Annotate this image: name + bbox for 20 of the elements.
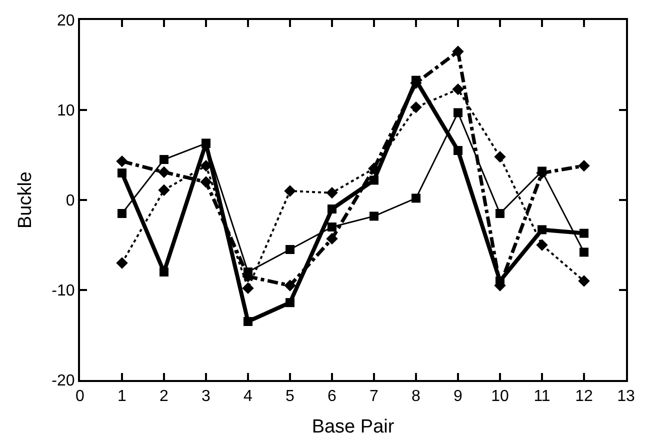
x-tick-label: 5	[286, 388, 295, 406]
y-tick-label: 20	[57, 12, 75, 30]
y-tick-label: -10	[52, 282, 75, 300]
x-tick-label: 1	[118, 388, 127, 406]
x-tick-label: 6	[328, 388, 337, 406]
y-tick-label: 0	[66, 192, 75, 210]
x-tick-label: 10	[491, 388, 509, 406]
x-tick-label: 4	[244, 388, 253, 406]
y-axis-title: Buckle	[15, 171, 36, 229]
x-axis-title: Base Pair	[312, 416, 395, 438]
x-tick-label: 12	[575, 388, 593, 406]
x-tick-label: 3	[202, 388, 211, 406]
x-tick-label: 2	[160, 388, 169, 406]
x-tick-label: 13	[617, 388, 635, 406]
y-tick-label: 10	[57, 102, 75, 120]
x-tick-label: 7	[370, 388, 379, 406]
y-tick-label: -20	[52, 372, 75, 390]
x-tick-label: 8	[412, 388, 421, 406]
x-tick-label: 11	[534, 388, 550, 406]
x-tick-label: 9	[454, 388, 463, 406]
